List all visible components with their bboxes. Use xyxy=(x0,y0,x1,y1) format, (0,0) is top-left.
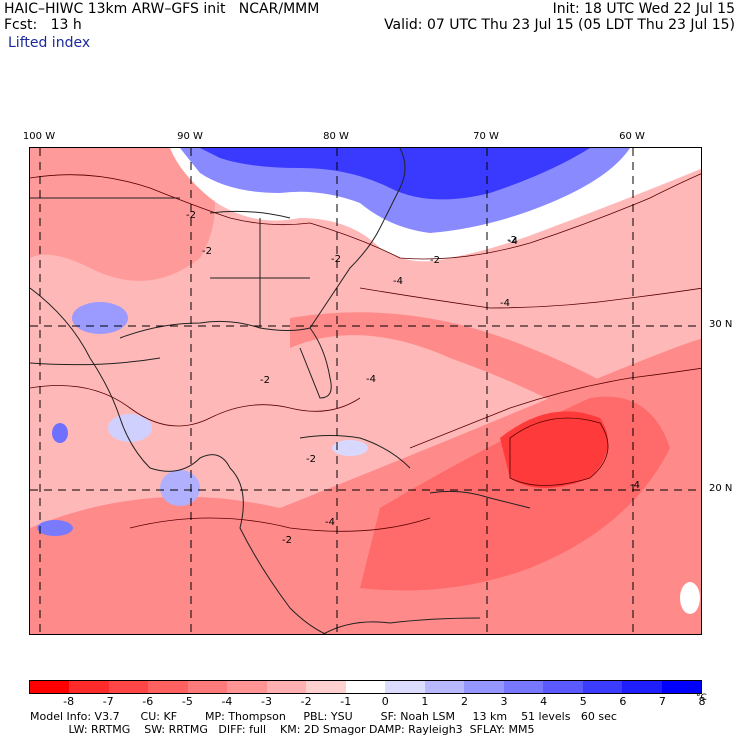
color-bar-tick: -2 xyxy=(300,695,312,708)
model-info-line2: LW: RRTMG SW: RRTMG DIFF: full KM: 2D Sm… xyxy=(30,723,535,736)
color-bar-swatch xyxy=(187,681,228,693)
contour-label: -4 xyxy=(500,298,510,309)
contour-label: -4 xyxy=(366,374,376,385)
contour-label: -2 xyxy=(186,210,196,221)
lat-lon-grid xyxy=(30,148,701,634)
color-bar-swatch xyxy=(306,681,346,693)
coastline-south-america xyxy=(322,617,481,634)
field-blob-yucatan xyxy=(160,470,200,506)
contour-label: -4 xyxy=(508,236,518,247)
field-region-stable-core xyxy=(200,148,590,200)
color-bar-swatch xyxy=(69,681,109,693)
color-bar-swatch xyxy=(266,681,307,693)
lat-label-30n: 30 N xyxy=(709,319,733,330)
contour-label: -4 xyxy=(393,276,403,287)
color-bar-unit: °C xyxy=(696,693,707,703)
contour-minus4-north xyxy=(359,287,701,309)
coastline-cuba xyxy=(299,435,411,469)
color-bar-swatch xyxy=(345,681,386,693)
color-bar-tick: 1 xyxy=(421,695,429,708)
field-blob-southeast xyxy=(680,582,700,614)
color-bar-swatch xyxy=(503,681,544,693)
contour-label: -2 xyxy=(331,254,341,265)
field-region-max xyxy=(500,411,608,488)
color-bar-tick: 6 xyxy=(619,695,627,708)
color-bar-tick: 4 xyxy=(540,695,548,708)
contour-label: -4 xyxy=(325,517,335,528)
color-bar-swatch xyxy=(30,681,70,693)
coastline-us-east xyxy=(309,148,406,329)
model-info-line1: Model Info: V3.7 CU: KF MP: Thompson PBL… xyxy=(30,710,617,723)
contour-minus4-caribbean xyxy=(129,517,431,532)
contour-label-group: -2 -2 -2 -4 -2 -4 -2 -4 -2 -2 -4 -4 -4 -… xyxy=(186,210,640,546)
color-bar-tick: -7 xyxy=(102,695,114,708)
field-name: Lifted index xyxy=(8,35,91,51)
lon-label-70w: 70 W xyxy=(473,131,499,142)
coastline-gulf-mexico xyxy=(30,287,327,634)
color-bar-tick: 5 xyxy=(579,695,587,708)
contour-minus4-mid xyxy=(409,367,701,449)
field-blob-cuba xyxy=(332,440,368,456)
contour-label: -2 xyxy=(507,235,517,246)
color-bar-tick: 7 xyxy=(658,695,666,708)
init-time: Init: 18 UTC Wed 22 Jul 15 xyxy=(552,1,735,17)
color-bar-tick: 0 xyxy=(381,695,389,708)
contour-label: -2 xyxy=(306,454,316,465)
color-bar-tick: -8 xyxy=(63,695,75,708)
color-bar-tick: -1 xyxy=(340,695,352,708)
field-region-west xyxy=(30,148,215,281)
color-bar-tick: -5 xyxy=(181,695,193,708)
color-bar-swatch xyxy=(424,681,465,693)
field-blob-sierra xyxy=(52,423,68,443)
valid-time: Valid: 07 UTC Thu 23 Jul 15 (05 LDT Thu … xyxy=(384,17,735,33)
contour-label: -4 xyxy=(630,480,640,491)
color-bar-swatch xyxy=(148,681,188,693)
forecast-hour: Fcst: 13 h xyxy=(4,17,82,33)
color-bar-swatch xyxy=(661,681,701,693)
contour-minus2-gulf xyxy=(30,385,361,427)
lifted-index-map: -2 -2 -2 -4 -2 -4 -2 -4 -2 -2 -4 -4 -4 -… xyxy=(29,147,702,635)
color-bar-swatch xyxy=(227,681,267,693)
contours xyxy=(30,173,701,532)
map-canvas: -2 -2 -2 -4 -2 -4 -2 -4 -2 -2 -4 -4 -4 -… xyxy=(30,148,701,634)
lon-label-90w: 90 W xyxy=(177,131,203,142)
color-bar-tick: 8 xyxy=(698,695,706,708)
field-blob-texas xyxy=(72,302,128,334)
color-bar-swatch xyxy=(385,681,425,693)
field-blob-pacific xyxy=(37,520,73,536)
lon-label-60w: 60 W xyxy=(619,131,645,142)
color-bar-swatch xyxy=(543,681,583,693)
color-bar-swatch xyxy=(622,681,662,693)
color-bar-tick: -6 xyxy=(142,695,154,708)
color-bar-swatch xyxy=(582,681,623,693)
contour-minus6-core xyxy=(509,417,609,486)
lon-label-80w: 80 W xyxy=(323,131,349,142)
contour-label: -2 xyxy=(260,375,270,386)
color-bar xyxy=(29,680,702,694)
color-bar-tick: 2 xyxy=(460,695,468,708)
color-bar-swatch xyxy=(108,681,149,693)
color-bar-tick: -3 xyxy=(261,695,272,708)
lon-label-100w: 100 W xyxy=(22,131,56,142)
lat-label-20n: 20 N xyxy=(709,483,733,494)
contour-label: -2 xyxy=(430,255,440,266)
field-blob-mexico xyxy=(108,414,152,442)
contour-minus2-north xyxy=(30,173,701,260)
contour-label: -2 xyxy=(282,535,292,546)
coastline-hispaniola xyxy=(429,490,531,509)
color-bar-swatch xyxy=(464,681,504,693)
contour-label: -2 xyxy=(202,246,212,257)
state-borders xyxy=(30,197,310,366)
coastlines xyxy=(30,148,531,634)
color-bar-tick: -4 xyxy=(221,695,233,708)
coastline-us-gulf xyxy=(119,320,332,399)
model-title: HAIC–HIWC 13km ARW–GFS init NCAR/MMM xyxy=(4,1,320,17)
color-bar-tick: 3 xyxy=(500,695,508,708)
